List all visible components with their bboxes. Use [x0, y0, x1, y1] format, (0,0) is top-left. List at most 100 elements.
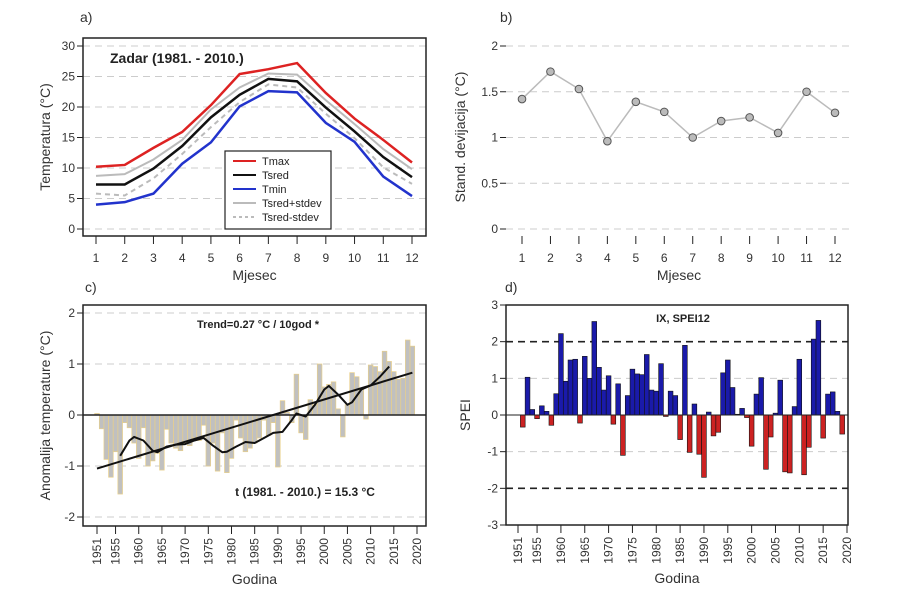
x-tick-label: 1970 — [602, 537, 616, 564]
x-tick-label: 12 — [828, 251, 842, 265]
plot-frame — [82, 37, 427, 237]
y-tick-label: -2 — [64, 510, 75, 524]
spei-bar — [648, 389, 655, 416]
y-axis-label: Temperatura (°C) — [37, 83, 53, 191]
spei-bar — [820, 414, 826, 439]
x-tick-label: 6 — [661, 251, 668, 265]
x-tick-label: 8 — [294, 251, 301, 265]
x-tick-label: 3 — [576, 251, 583, 265]
spei-bar — [815, 320, 822, 416]
x-tick-label: 9 — [746, 251, 753, 265]
anomaly-bar — [214, 414, 221, 472]
series-line-Tsred — [96, 77, 413, 186]
anomaly-bar — [200, 414, 207, 426]
spei-bar — [677, 414, 683, 440]
spei-bar — [548, 414, 555, 426]
x-tick-label: 2005 — [340, 538, 354, 565]
x-tick-label: 7 — [265, 251, 272, 265]
anomaly-bar — [154, 414, 160, 454]
spei-bar — [586, 378, 593, 416]
x-tick-label: 1960 — [554, 537, 568, 564]
data-point — [745, 113, 754, 122]
spei-bar — [639, 374, 645, 416]
spei-bar — [725, 359, 731, 416]
x-tick-label: 2020 — [840, 537, 854, 564]
spei-bar — [825, 393, 831, 416]
anomaly-bar — [349, 372, 355, 416]
plot-frame — [505, 304, 849, 526]
spei-bar — [667, 390, 674, 416]
spei-bar — [768, 414, 774, 438]
anomaly-bar — [126, 414, 133, 429]
y-tick-label: -2 — [487, 481, 498, 495]
spei-bar — [739, 408, 745, 416]
y-tick-label: 15 — [62, 131, 76, 145]
x-tick-label: 2015 — [816, 537, 830, 564]
y-axis-label: Anomalija temperature (°C) — [37, 331, 53, 501]
legend-label: Tmin — [262, 184, 286, 196]
x-axis-label: Godina — [232, 571, 277, 587]
stdev-line — [521, 70, 836, 143]
spei-bar — [682, 345, 688, 416]
chart-title: Zadar (1981. - 2010.) — [110, 50, 244, 66]
y-tick-label: 2 — [491, 39, 498, 53]
plot-frame — [82, 304, 427, 527]
x-tick-label: 6 — [236, 251, 243, 265]
x-tick-label: 1951 — [90, 538, 104, 565]
smoothed-line — [119, 365, 390, 457]
y-tick-label: -1 — [64, 459, 75, 473]
spei-bar — [729, 387, 736, 416]
x-tick-label: 1995 — [721, 537, 735, 564]
x-tick-label: 11 — [800, 251, 813, 265]
x-tick-label: 1975 — [201, 538, 215, 565]
legend-label: Tsred+stdev — [262, 198, 322, 210]
y-tick-label: 30 — [62, 39, 76, 53]
y-tick-label: 1 — [491, 371, 498, 385]
spei-bar — [567, 359, 574, 416]
x-tick-label: 12 — [405, 251, 419, 265]
x-tick-label: 10 — [348, 251, 362, 265]
y-axis-label: SPEI — [457, 399, 473, 431]
anomaly-bar — [367, 364, 374, 416]
x-tick-label: 1 — [93, 251, 100, 265]
data-point — [688, 133, 698, 142]
y-tick-label: 0 — [491, 408, 498, 422]
anomaly-bar — [409, 345, 416, 416]
x-tick-label: 10 — [771, 251, 785, 265]
x-tick-label: 11 — [377, 251, 390, 265]
y-tick-label: 1 — [491, 131, 498, 145]
y-tick-label: -3 — [487, 518, 498, 532]
y-tick-label: 0.5 — [481, 176, 498, 190]
anomaly-bar — [275, 414, 281, 468]
x-tick-label: 2 — [121, 251, 128, 265]
anomaly-bar — [303, 414, 309, 440]
spei-bar — [691, 403, 698, 416]
spei-bar — [720, 372, 726, 416]
panel-label: a) — [80, 9, 92, 25]
spei-bar — [620, 414, 626, 456]
spei-bar — [624, 395, 631, 416]
spei-bar — [653, 390, 659, 416]
spei-bar — [629, 368, 636, 416]
x-tick-label: 9 — [322, 251, 329, 265]
x-tick-label: 1985 — [248, 538, 262, 565]
spei-bar — [796, 358, 803, 416]
spei-bar — [591, 321, 597, 416]
x-tick-label: 1990 — [697, 537, 711, 564]
spei-bar — [672, 395, 679, 416]
anomaly-bar — [298, 414, 304, 434]
y-tick-label: 1 — [68, 357, 75, 371]
panel-c: c) -2 -1 0 1 2 1951 1955 1960 1965 1970 1975 1980 198… — [37, 279, 427, 587]
anomaly-bar — [405, 339, 411, 416]
spei-bar — [634, 373, 640, 416]
spei-bar — [562, 380, 569, 416]
spei-bar — [644, 354, 650, 416]
spei-bar — [830, 391, 836, 416]
spei-bar — [686, 414, 693, 453]
spei-bar — [524, 376, 531, 416]
spei-bar — [572, 358, 578, 416]
panel-d: d) -3 -2 -1 0 1 2 3 1951 1955 1960 1965 1970 1975 1980… — [457, 279, 854, 586]
anomaly-bar — [340, 414, 346, 438]
